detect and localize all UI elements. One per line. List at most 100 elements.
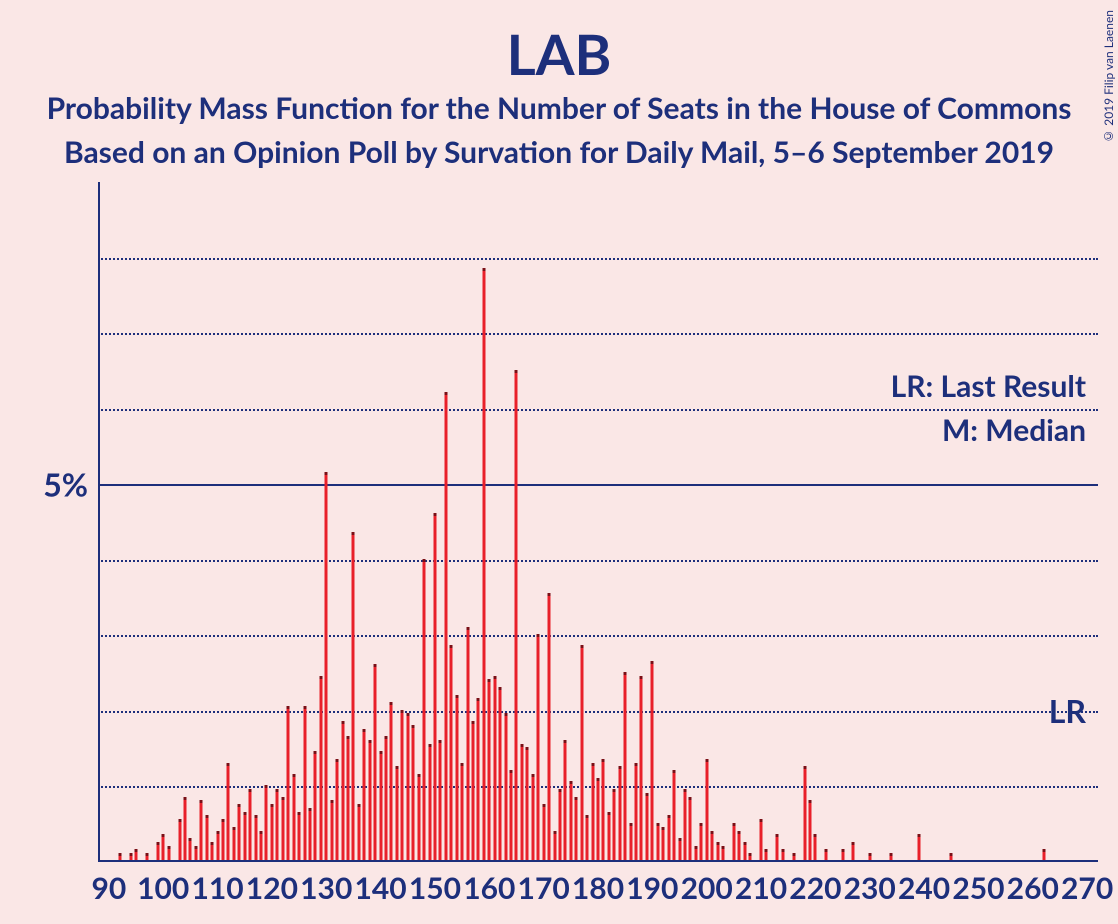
bar-cap — [357, 804, 360, 807]
bar — [336, 762, 339, 860]
bar — [950, 856, 953, 860]
bar-cap — [499, 687, 502, 690]
bar-cap — [363, 729, 366, 732]
x-tick-label: 220 — [789, 870, 841, 906]
bar-cap — [602, 759, 605, 762]
bar-cap — [537, 634, 540, 637]
x-tick-label: 210 — [735, 870, 787, 906]
bar-cap — [558, 789, 561, 792]
bar — [379, 754, 382, 860]
plot-area: LR: Last Result M: Median LR — [98, 182, 1098, 862]
bar — [564, 743, 567, 860]
bar — [917, 837, 920, 860]
bar-cap — [395, 766, 398, 769]
bar — [700, 826, 703, 860]
bar — [569, 784, 572, 860]
bar-cap — [716, 842, 719, 845]
bar-cap — [433, 513, 436, 516]
bar — [352, 535, 355, 860]
bar — [183, 800, 186, 860]
bar — [618, 769, 621, 860]
bar-cap — [841, 849, 844, 852]
bar — [667, 818, 670, 860]
bar-cap — [548, 593, 551, 596]
bar — [548, 596, 551, 860]
bar — [444, 395, 447, 860]
bar — [537, 637, 540, 860]
bar-cap — [629, 823, 632, 826]
bar-cap — [711, 831, 714, 834]
bar-cap — [683, 789, 686, 792]
bar-cap — [298, 812, 301, 815]
lr-axis-label: LR — [1049, 691, 1086, 730]
bar-cap — [466, 627, 469, 630]
bar-cap — [597, 778, 600, 781]
bar — [635, 766, 638, 860]
bar-cap — [178, 819, 181, 822]
bar — [417, 777, 420, 860]
bar-cap — [722, 846, 725, 849]
bar — [776, 837, 779, 860]
bar — [439, 743, 442, 860]
bar — [526, 750, 529, 860]
bar — [673, 773, 676, 860]
bar — [341, 724, 344, 860]
bar — [482, 271, 485, 860]
bar — [211, 845, 214, 860]
bar — [613, 792, 616, 860]
bar — [254, 818, 257, 860]
bar-cap — [553, 831, 556, 834]
bar — [412, 728, 415, 860]
x-tick-label: 150 — [409, 870, 461, 906]
x-tick-label: 170 — [518, 870, 570, 906]
bar — [461, 766, 464, 860]
bar — [510, 773, 513, 860]
bar-cap — [765, 849, 768, 852]
bar — [477, 701, 480, 860]
bar — [504, 716, 507, 860]
bar — [292, 777, 295, 860]
bar-cap — [678, 838, 681, 841]
bar-cap — [488, 679, 491, 682]
bar — [749, 856, 752, 860]
bar — [602, 762, 605, 860]
bar-cap — [390, 702, 393, 705]
chart-subtitle-1: Probability Mass Function for the Number… — [0, 90, 1118, 126]
bar — [178, 822, 181, 860]
bar — [760, 822, 763, 860]
bar-cap — [167, 846, 170, 849]
bar — [303, 709, 306, 860]
bar-cap — [118, 853, 121, 856]
chart-subtitle-2: Based on an Opinion Poll by Survation fo… — [0, 134, 1118, 170]
bar-cap — [950, 853, 953, 856]
bar-cap — [917, 834, 920, 837]
bar — [515, 373, 518, 860]
bar — [308, 811, 311, 860]
bar-cap — [265, 785, 268, 788]
bar — [488, 682, 491, 860]
bar — [281, 800, 284, 860]
bar — [841, 852, 844, 860]
bar — [249, 792, 252, 860]
bar-cap — [222, 819, 225, 822]
bar — [428, 747, 431, 860]
bar — [607, 815, 610, 860]
bar — [597, 781, 600, 860]
bar — [450, 648, 453, 860]
bar-cap — [216, 831, 219, 834]
bar — [216, 834, 219, 860]
bar-cap — [607, 812, 610, 815]
bar — [200, 803, 203, 860]
bar-cap — [656, 823, 659, 826]
bar — [640, 679, 643, 860]
bar-cap — [292, 774, 295, 777]
bar — [189, 841, 192, 860]
bar — [298, 815, 301, 860]
bar — [765, 852, 768, 860]
bar — [705, 762, 708, 860]
bar-cap — [705, 759, 708, 762]
bar — [368, 743, 371, 860]
bar-cap — [308, 808, 311, 811]
bar-cap — [183, 797, 186, 800]
x-tick-label: 160 — [463, 870, 515, 906]
